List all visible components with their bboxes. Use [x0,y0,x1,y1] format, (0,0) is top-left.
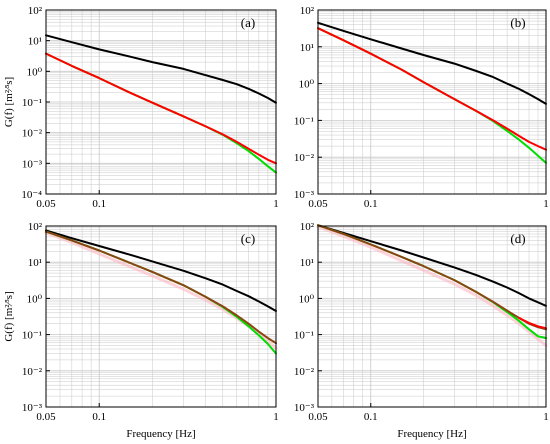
y-tick-label: 10⁻¹ [22,97,42,109]
x-tick-label: 0.1 [92,411,106,423]
x-tick-label: 0.1 [364,411,378,423]
y-axis-label: G(f) [m²⁄³s] [3,77,15,127]
panel-label: (c) [241,231,255,246]
chart-panel-3: 10⁻³ 10⁻² 10⁻¹ 10⁰ 10¹ 10² 0.05 0.1 1 (c) G(f) [m²… [3,221,279,440]
chart-panel-4: 10⁻³ 10⁻² 10⁻¹ 10⁰ 10¹ 10² 0.05 0.1 1 (d) Frequenc… [294,221,549,440]
plot-frame [317,9,547,195]
y-tick-label: 10⁰ [299,293,315,305]
grid-lines [318,226,546,407]
x-tick-label: 1 [273,411,279,423]
y-tick-label: 10¹ [28,36,42,48]
x-axis-label: Frequency [Hz] [126,428,195,440]
y-tick-label: 10⁻³ [22,158,43,170]
panel-label: (d) [510,231,525,246]
chart-panel-2: 10⁻³ 10⁻² 10⁻¹ 10⁰ 10¹ 10² 0.05 0.1 1 (b) [294,5,549,210]
y-tick-label: 10² [300,5,315,17]
series-line-black [317,21,547,105]
series-line-pink [44,231,278,350]
x-tick-label: 0.05 [308,411,328,423]
grid-lines [46,10,276,194]
x-tick-label: 0.05 [36,198,56,210]
series-line-red [45,52,277,165]
series-line-pink [316,225,548,347]
x-tick-label: 1 [543,198,549,210]
panel-label: (a) [241,15,255,30]
panel-label: (b) [510,15,525,30]
plot-frame [45,225,277,408]
x-axis-label: Frequency [Hz] [397,428,466,440]
x-tick-label: 0.05 [36,411,56,423]
x-tick-label: 0.05 [308,198,328,210]
y-tick-label: 10⁰ [27,66,43,78]
y-tick-label: 10⁻² [22,366,43,378]
series-line-black [317,224,547,307]
x-tick-label: 1 [273,198,279,210]
y-tick-label: 10⁰ [27,293,43,305]
x-tick-label: 0.1 [364,198,378,210]
y-tick-label: 10⁻⁴ [21,189,42,201]
y-tick-label: 10² [28,5,43,17]
y-tick-label: 10¹ [300,257,314,269]
y-tick-label: 10⁻³ [22,402,43,414]
y-tick-label: 10⁻² [294,152,315,164]
y-tick-label: 10¹ [300,42,314,54]
y-tick-label: 10⁻² [294,366,315,378]
series-line-red [317,27,547,151]
y-tick-label: 10⁻¹ [294,330,314,342]
y-tick-label: 10⁻² [22,128,43,140]
x-tick-label: 0.1 [92,198,106,210]
y-tick-label: 10⁻³ [294,402,315,414]
grid-lines [46,226,276,407]
chart-panel-1: 10⁻⁴ 10⁻³ 10⁻² 10⁻¹ 10⁰ 10¹ 10² 0.05 0.1 1 (a) G(f)… [3,5,279,210]
series-line-black [45,34,277,104]
y-tick-label: 10² [28,221,43,233]
y-tick-label: 10⁻³ [294,189,315,201]
plot-frame [317,225,547,408]
y-axis-label: G(f) [m²⁄³s] [3,291,15,341]
series-line-red [517,316,547,330]
y-tick-label: 10⁰ [299,79,315,91]
grid-lines [318,10,546,194]
y-tick-label: 10¹ [28,257,42,269]
y-tick-label: 10² [300,221,315,233]
series-line-brown [45,230,277,345]
y-tick-label: 10⁻¹ [294,115,314,127]
series-line-black [45,229,277,312]
y-tick-label: 10⁻¹ [22,330,42,342]
x-tick-label: 1 [543,411,549,423]
